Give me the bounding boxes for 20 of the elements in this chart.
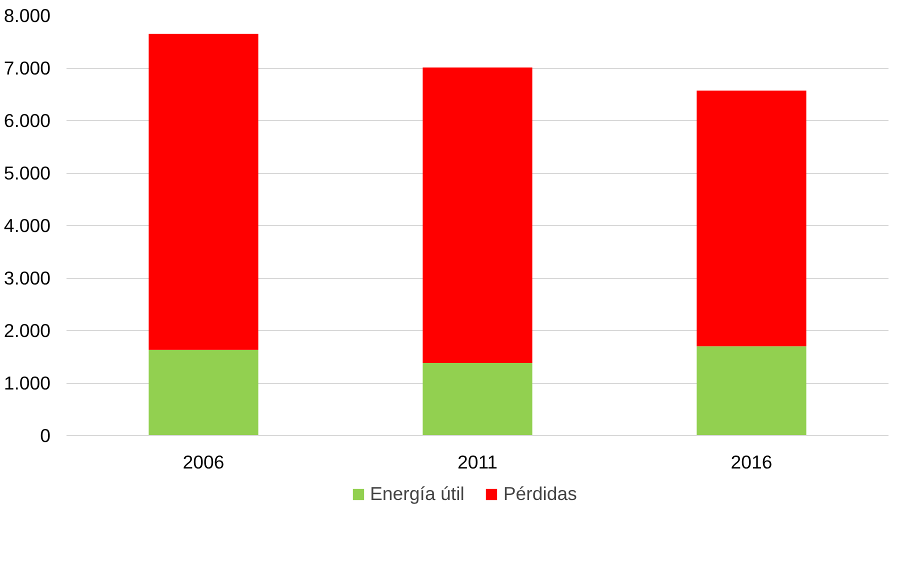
- y-tick-label: 1.000: [4, 372, 50, 394]
- x-tick-label: 2006: [182, 452, 224, 472]
- bar: [422, 363, 532, 436]
- y-tick-label: 4.000: [4, 215, 50, 236]
- y-tick-label: 8.000: [4, 5, 50, 26]
- bar: [422, 67, 532, 364]
- y-tick-label: 0: [40, 425, 51, 446]
- y-tick-label: 2.000: [4, 320, 50, 341]
- bar: [148, 34, 258, 350]
- y-tick-label: 6.000: [4, 110, 50, 131]
- y-tick-label: 3.000: [4, 268, 50, 288]
- y-tick-label: 7.000: [4, 58, 50, 78]
- bar: [148, 350, 258, 436]
- x-tick-label: 2016: [730, 452, 772, 472]
- bar: [696, 90, 806, 346]
- legend-label: Energía útil: [370, 482, 464, 504]
- y-tick-label: 5.000: [4, 162, 50, 184]
- legend-label: Pérdidas: [503, 482, 578, 504]
- x-tick-label: 2011: [457, 452, 498, 472]
- bar: [696, 346, 806, 436]
